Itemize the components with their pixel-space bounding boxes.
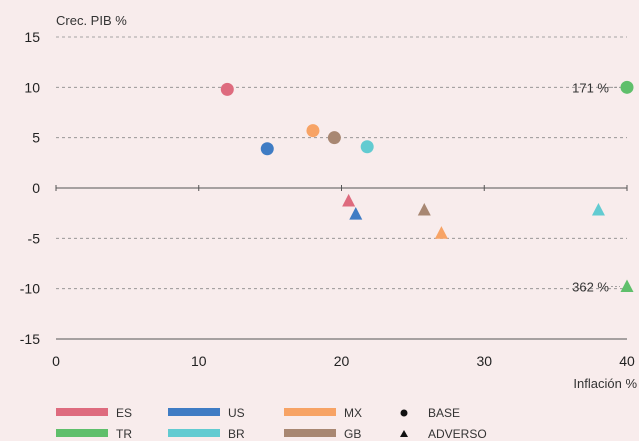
legend-triangle-marker: [400, 430, 408, 437]
y-axis-title: Crec. PIB %: [56, 13, 127, 28]
point-br-base: [360, 140, 374, 154]
y-tick-label: 5: [32, 130, 40, 146]
point-es-adverso: [342, 193, 356, 207]
legend-marker-label: BASE: [428, 406, 460, 420]
point-us-base: [260, 142, 274, 156]
point-gb-adverso: [417, 202, 431, 216]
point-tr-base: [620, 80, 634, 94]
annotations: 171 % 362 %: [572, 80, 620, 295]
legend-label: TR: [116, 427, 132, 441]
legend-swatch: [56, 408, 108, 416]
point-us-adverso: [349, 206, 363, 220]
point-gb-base: [327, 131, 341, 145]
y-tick-label: 10: [24, 79, 40, 95]
legend-item-br: BR: [168, 427, 245, 441]
legend-label: ES: [116, 406, 132, 420]
point-mx-base: [306, 124, 320, 138]
x-tick-label: 40: [619, 353, 635, 369]
legend-label: BR: [228, 427, 245, 441]
legend-swatch: [168, 429, 220, 437]
legend-item-tr: TR: [56, 427, 132, 441]
x-tick-label: 20: [334, 353, 350, 369]
legend-swatch: [284, 429, 336, 437]
legend-swatch: [284, 408, 336, 416]
legend-swatch: [168, 408, 220, 416]
legend-item-us: US: [168, 406, 245, 420]
legend-circle-marker: [400, 409, 408, 417]
legend-label: US: [228, 406, 245, 420]
x-tick-label: 30: [476, 353, 492, 369]
legend-item-mx: MX: [284, 406, 362, 420]
annotation-label: 171 %: [572, 80, 609, 95]
legend-item-gb: GB: [284, 427, 361, 441]
legend-label: MX: [344, 406, 362, 420]
y-tick-label: 15: [24, 29, 40, 45]
legend-marker-adverso: ADVERSO: [400, 427, 487, 441]
legend-swatch: [56, 429, 108, 437]
y-tick-label: 0: [32, 180, 40, 196]
legend-marker-label: ADVERSO: [428, 427, 487, 441]
point-tr-adverso: [620, 279, 634, 293]
axes: 15 10 5 0 -5 -10 -15 0 10 20 30 40: [20, 29, 635, 369]
y-tick-label: -10: [20, 281, 40, 297]
legend-label: GB: [344, 427, 361, 441]
y-tick-label: -15: [20, 331, 40, 347]
x-axis-title: Inflación %: [573, 376, 637, 391]
y-tick-label: -5: [28, 230, 41, 246]
x-tick-label: 0: [52, 353, 60, 369]
annotation-label: 362 %: [572, 280, 609, 295]
data-points: [220, 80, 634, 293]
legend: ES US MX TR BR GB BASE ADVERSO: [56, 406, 487, 441]
legend-item-es: ES: [56, 406, 132, 420]
point-br-adverso: [591, 202, 605, 216]
point-es-base: [220, 82, 234, 96]
point-mx-adverso: [434, 226, 448, 239]
legend-marker-base: BASE: [400, 406, 460, 420]
x-tick-label: 10: [191, 353, 207, 369]
